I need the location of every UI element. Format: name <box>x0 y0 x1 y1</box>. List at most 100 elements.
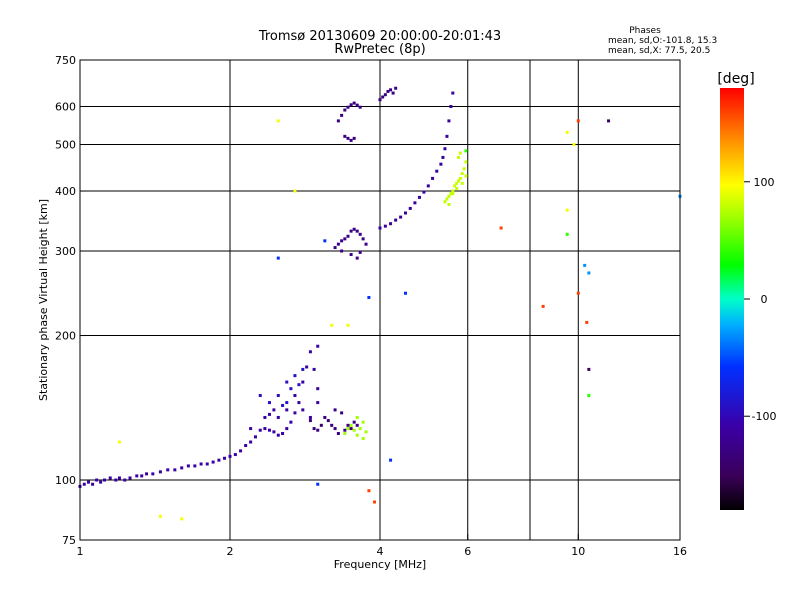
data-point <box>464 149 468 153</box>
data-point <box>358 105 362 109</box>
data-point <box>308 419 312 423</box>
data-point <box>285 401 289 405</box>
data-point <box>316 387 320 391</box>
data-point <box>330 323 334 327</box>
data-point <box>193 464 197 468</box>
data-point <box>576 119 580 123</box>
y-tick-label: 200 <box>55 330 76 343</box>
data-point <box>460 181 464 185</box>
data-point <box>355 256 359 260</box>
data-point <box>565 130 569 134</box>
data-point <box>263 427 267 431</box>
data-point <box>239 449 243 453</box>
data-point <box>316 428 320 432</box>
data-point <box>343 432 347 436</box>
data-point <box>346 323 350 327</box>
data-point <box>391 91 395 95</box>
data-point <box>349 253 353 257</box>
y-tick-label: 750 <box>55 54 76 67</box>
data-point <box>441 155 445 159</box>
data-point <box>451 189 455 193</box>
data-point <box>158 514 162 518</box>
y-tick-label: 75 <box>62 534 76 547</box>
data-point <box>340 249 344 253</box>
data-point <box>358 250 362 254</box>
data-point <box>607 119 611 123</box>
data-point <box>361 420 365 424</box>
data-point <box>453 184 457 188</box>
colorbar-tick-label: 100 <box>754 176 775 189</box>
data-point <box>358 232 362 236</box>
data-point <box>355 423 359 427</box>
data-point <box>199 462 203 466</box>
data-point <box>361 437 365 441</box>
data-point <box>336 432 340 436</box>
data-point <box>249 440 253 444</box>
data-point <box>389 222 393 226</box>
data-point <box>135 474 139 478</box>
data-point <box>576 291 580 295</box>
x-tick-label: 4 <box>377 545 384 558</box>
data-point <box>312 367 316 371</box>
data-point <box>355 229 359 233</box>
data-point <box>158 470 162 474</box>
x-tick-label: 1 <box>77 545 84 558</box>
data-point <box>343 134 347 138</box>
y-tick-label: 500 <box>55 139 76 152</box>
data-point <box>352 428 356 432</box>
data-point <box>319 423 323 427</box>
chart-title: Tromsø 20130609 20:00:00-20:01:43 <box>258 29 501 44</box>
data-point <box>422 190 426 194</box>
data-point <box>352 227 356 231</box>
data-point <box>333 408 337 412</box>
data-point <box>408 206 412 210</box>
data-point <box>316 482 320 486</box>
colorbar-tick-label: -100 <box>752 410 777 423</box>
data-point <box>276 415 280 419</box>
data-point <box>355 415 359 419</box>
data-point <box>114 478 118 482</box>
data-point <box>346 234 350 238</box>
stats-heading: Phases <box>629 26 661 36</box>
colorbar <box>720 88 744 510</box>
data-point <box>336 242 340 246</box>
grid <box>80 60 680 540</box>
data-point <box>343 428 347 432</box>
data-point <box>455 181 459 185</box>
x-tick-label: 6 <box>464 545 471 558</box>
data-point <box>312 427 316 431</box>
data-point <box>128 476 132 480</box>
data-point <box>316 344 320 348</box>
data-point <box>389 88 393 92</box>
data-points <box>78 86 682 521</box>
data-point <box>585 320 589 324</box>
data-point <box>443 200 447 204</box>
data-point <box>289 420 293 424</box>
data-point <box>323 415 327 419</box>
data-point <box>289 387 293 391</box>
data-point <box>451 91 455 95</box>
data-point <box>352 136 356 140</box>
data-point <box>361 237 365 241</box>
data-point <box>272 430 276 434</box>
data-point <box>316 401 320 405</box>
data-point <box>308 415 312 419</box>
data-point <box>86 480 90 484</box>
data-point <box>276 433 280 437</box>
x-tick-label: 16 <box>673 545 687 558</box>
data-point <box>367 489 371 493</box>
data-point <box>308 350 312 354</box>
data-point <box>249 427 253 431</box>
data-point <box>258 394 262 398</box>
data-point <box>263 415 267 419</box>
data-point <box>166 468 170 472</box>
data-point <box>301 367 305 371</box>
data-point <box>458 151 462 155</box>
data-point <box>323 239 327 243</box>
data-point <box>464 160 468 164</box>
data-point <box>435 169 439 173</box>
data-point <box>449 105 453 109</box>
colorbar-tick-label: 0 <box>761 293 768 306</box>
data-point <box>301 380 305 384</box>
y-axis-label: Stationary phase Virtual Height [km] <box>37 199 50 401</box>
